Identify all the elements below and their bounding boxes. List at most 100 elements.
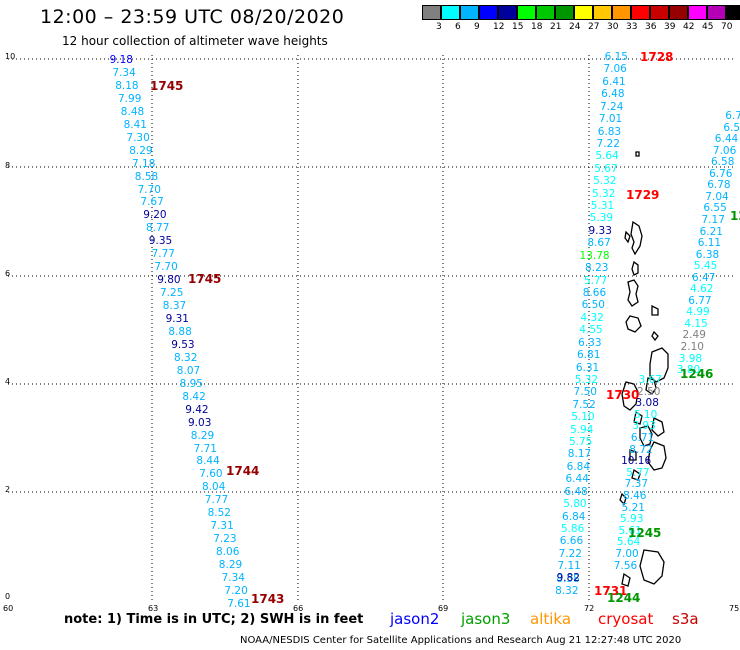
wave-height-value: 5.31 — [590, 200, 615, 213]
wave-height-value: 7.01 — [598, 113, 623, 126]
wave-height-value: 7.23 — [213, 533, 237, 546]
color-swatch — [631, 5, 650, 20]
wave-height-value: 6.5 — [723, 121, 740, 134]
pass-time-label: 1729 — [626, 188, 660, 202]
x-tick-label: 60 — [3, 604, 14, 613]
island-outline — [624, 230, 631, 244]
wave-height-value: 6.48 — [564, 485, 588, 498]
wave-height-value: 6.33 — [578, 336, 602, 349]
wave-height-value: 7.56 — [613, 559, 638, 572]
wave-height-value: 9.33 — [588, 224, 612, 237]
wave-height-value: 6.76 — [709, 167, 733, 180]
wave-height-value: 6.41 — [602, 75, 626, 88]
wave-height-value: 7.24 — [600, 100, 624, 113]
island-outline — [621, 572, 631, 587]
island-outline — [651, 417, 665, 437]
island-outline — [629, 449, 637, 461]
wave-height-value: 6.84 — [562, 510, 586, 523]
wave-height-value: 13.78 — [579, 249, 610, 262]
wave-height-value: 6.66 — [559, 535, 584, 548]
wave-height-value: 5.77 — [583, 274, 608, 287]
wave-height-value: 8.04 — [202, 481, 226, 494]
wave-height-value: 7.60 — [199, 468, 223, 481]
wave-height-value: 8.58 — [556, 572, 580, 585]
color-swatch — [441, 5, 460, 20]
wave-height-value: 7.67 — [140, 196, 164, 209]
wave-height-value: 6.48 — [601, 88, 625, 101]
footnote: note: 1) Time is in UTC; 2) SWH is in fe… — [64, 612, 364, 627]
wave-height-value: 5.21 — [621, 501, 645, 514]
wave-height-value: 5.32 — [591, 187, 616, 200]
color-scale-label: 21 — [550, 22, 562, 32]
color-scale-label: 12 — [493, 22, 505, 32]
wave-height-value: 5.67 — [594, 162, 618, 175]
pass-time-label: 1245 — [628, 526, 662, 540]
wave-height-value: 8.06 — [216, 546, 240, 559]
wave-height-value: 7.22 — [558, 547, 582, 560]
x-tick-label: 66 — [293, 604, 304, 613]
wave-height-value: 7.50 — [573, 386, 597, 399]
wave-height-value: 7.37 — [624, 478, 649, 491]
wave-height-value: 7.77 — [151, 248, 175, 261]
color-swatch — [498, 5, 517, 20]
wave-height-value: 6.44 — [565, 473, 589, 486]
wave-height-value: 6.83 — [597, 125, 622, 138]
satellite-label: jason2 — [390, 610, 440, 628]
wave-height-value: 8.29 — [129, 144, 153, 157]
wave-height-value: 9.82 — [556, 572, 580, 584]
pass-time-label: 1731 — [594, 584, 628, 598]
wave-height-value: 5.64 — [595, 150, 619, 163]
island-outline — [639, 425, 653, 447]
wave-height-value: 7.70 — [137, 183, 161, 196]
satellite-label: jason3 — [461, 610, 511, 628]
wave-height-value: 7.11 — [557, 560, 581, 573]
wave-height-value: 8.44 — [196, 455, 220, 468]
wave-height-value: 9.31 — [165, 313, 189, 325]
wave-height-value: 6.15 — [604, 51, 628, 63]
satellite-label: altika — [530, 610, 572, 628]
color-swatch — [650, 5, 669, 20]
pass-time-label: 1745 — [150, 79, 184, 93]
color-swatch — [726, 5, 740, 20]
wave-height-value: 5.32 — [593, 175, 617, 188]
wave-height-value: 6.77 — [688, 294, 712, 307]
color-scale-label: 30 — [607, 22, 619, 32]
wave-height-value: 5.93 — [620, 513, 644, 526]
y-tick-label: 0 — [5, 592, 11, 601]
wave-height-value: 9.35 — [148, 235, 173, 248]
wave-height-value: 8.52 — [207, 507, 231, 520]
wave-height-value: 8.66 — [582, 286, 607, 299]
wave-height-value: 8.42 — [182, 390, 206, 403]
wave-height-value: 6.38 — [695, 248, 720, 261]
wave-height-value: 8.32 — [555, 585, 579, 598]
y-tick-label: 6 — [5, 269, 11, 278]
wave-height-value: 5.80 — [563, 498, 587, 511]
wave-height-value: 8.77 — [146, 222, 170, 235]
wave-height-value: 5.94 — [570, 423, 594, 436]
wave-height-value: 9.42 — [185, 403, 209, 416]
color-scale-label: 6 — [455, 22, 461, 32]
wave-height-value: 5.64 — [616, 536, 641, 549]
wave-height-value: 7.18 — [132, 157, 156, 170]
color-swatch — [612, 5, 631, 20]
map-title: 12:00 – 23:59 UTC 08/20/2020 — [40, 6, 345, 28]
wave-height-value: 9.53 — [171, 338, 195, 351]
wave-height-value: 7.70 — [154, 261, 178, 274]
wave-height-value: 7.17 — [701, 213, 725, 226]
pass-time-label: 1244 — [607, 591, 641, 605]
wave-height-value: 6.55 — [703, 202, 727, 215]
wave-height-value: 6.31 — [575, 361, 600, 374]
island-outline — [625, 315, 642, 333]
x-tick-label: 75 — [729, 604, 740, 613]
wave-height-value: 4.15 — [684, 317, 708, 330]
color-scale-label: 27 — [588, 22, 600, 32]
wave-height-value: 7.52 — [572, 398, 596, 411]
wave-height-value: 2.50 — [637, 385, 661, 398]
wave-height-value: 6.21 — [699, 225, 723, 238]
color-swatch — [574, 5, 593, 20]
wave-height-value: 8.72 — [629, 443, 653, 456]
color-swatch — [669, 5, 688, 20]
satellite-label: s3a — [672, 610, 699, 628]
wave-height-value: 5.10 — [571, 411, 595, 424]
